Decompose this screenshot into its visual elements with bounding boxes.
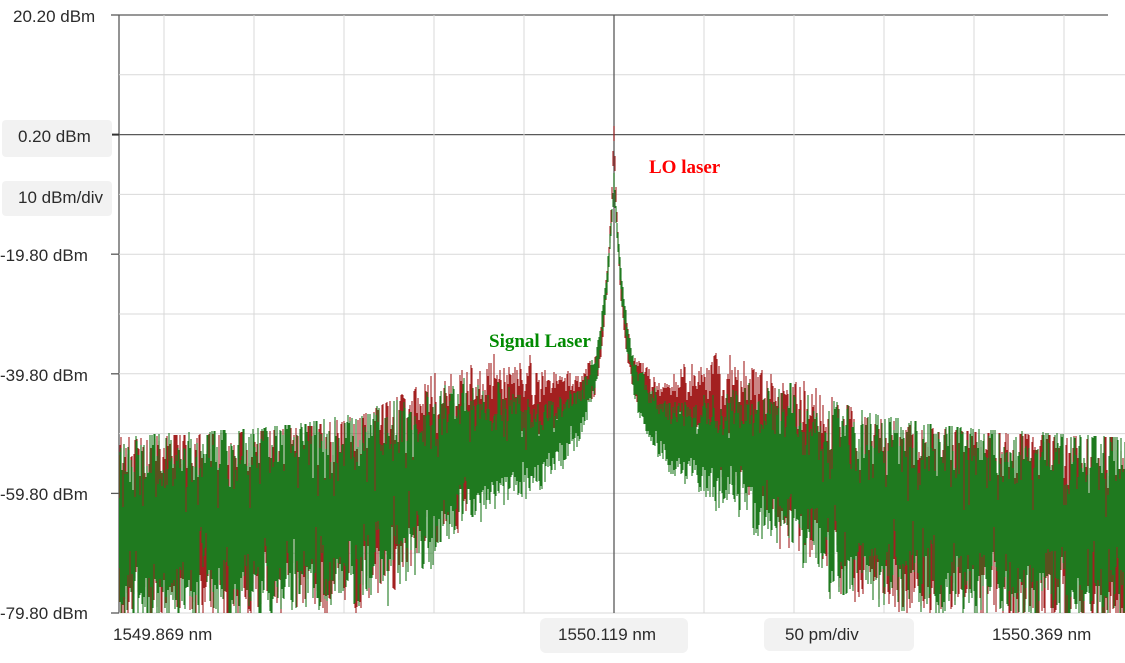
svg-text:1550.369 nm: 1550.369 nm	[992, 625, 1091, 644]
svg-text:-59.80 dBm: -59.80 dBm	[0, 485, 88, 504]
svg-text:1549.869 nm: 1549.869 nm	[113, 625, 212, 644]
svg-text:10 dBm/div: 10 dBm/div	[18, 188, 104, 207]
svg-text:0.20 dBm: 0.20 dBm	[18, 127, 91, 146]
svg-text:-39.80 dBm: -39.80 dBm	[0, 366, 88, 385]
svg-text:50 pm/div: 50 pm/div	[785, 625, 859, 644]
svg-text:-19.80 dBm: -19.80 dBm	[0, 246, 88, 265]
svg-text:-79.80 dBm: -79.80 dBm	[0, 604, 88, 623]
svg-text:1550.119 nm: 1550.119 nm	[558, 625, 656, 644]
svg-text:20.20 dBm: 20.20 dBm	[13, 7, 95, 26]
svg-text:Signal Laser: Signal Laser	[489, 331, 591, 352]
svg-text:LO laser: LO laser	[649, 157, 721, 178]
